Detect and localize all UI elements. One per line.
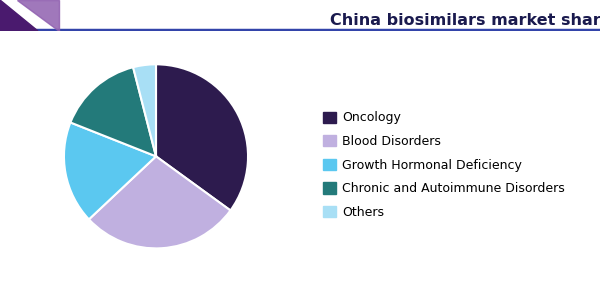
Wedge shape [133, 64, 156, 156]
Polygon shape [17, 0, 59, 31]
Wedge shape [89, 156, 230, 248]
Wedge shape [70, 67, 156, 156]
Wedge shape [64, 122, 156, 219]
Polygon shape [0, 0, 38, 31]
Text: China biosimilars market share, by application, 2016 (%): China biosimilars market share, by appli… [330, 13, 600, 28]
Legend: Oncology, Blood Disorders, Growth Hormonal Deficiency, Chronic and Autoimmune Di: Oncology, Blood Disorders, Growth Hormon… [318, 106, 570, 224]
Wedge shape [156, 64, 248, 210]
